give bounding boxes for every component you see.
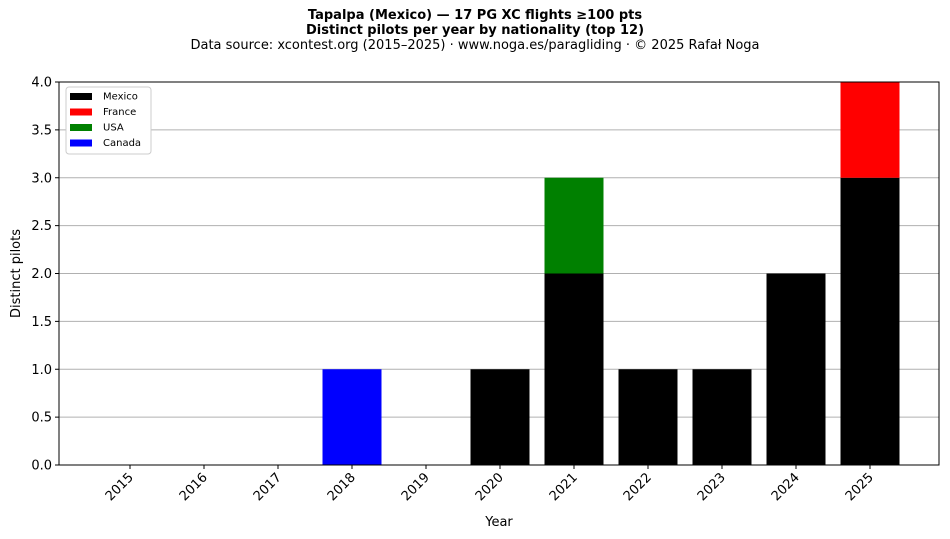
x-tick-label: 2017 <box>251 470 285 504</box>
y-tick-label: 0.0 <box>31 459 52 474</box>
y-tick-label: 3.0 <box>31 171 52 186</box>
legend: Mexico France USA Canada <box>65 86 152 155</box>
x-tick-label: 2020 <box>473 470 507 504</box>
bar-mexico-2022 <box>618 369 678 465</box>
legend-swatch-canada <box>70 139 92 147</box>
legend-label-usa: USA <box>103 123 124 134</box>
legend-label-france: France <box>103 107 136 118</box>
x-tick-label: 2025 <box>843 470 877 504</box>
bar-usa-2021 <box>544 177 604 274</box>
x-tick-label: 2016 <box>177 470 211 504</box>
chart-subtitle: Distinct pilots per year by nationality … <box>305 23 645 38</box>
x-tick-label: 2015 <box>103 470 137 504</box>
x-axis: 2015 2016 2017 2018 2019 2020 2021 2022 2023 2024… <box>103 465 877 504</box>
legend-swatch-mexico <box>70 93 92 100</box>
y-tick-label: 2.0 <box>31 267 52 282</box>
legend-swatch-usa <box>70 124 92 131</box>
bars <box>322 82 900 465</box>
y-tick-label: 0.5 <box>31 411 52 426</box>
y-axis-label: Distinct pilots <box>9 229 24 318</box>
y-tick-label: 4.0 <box>31 76 52 91</box>
x-tick-label: 2023 <box>695 470 729 504</box>
x-tick-label: 2018 <box>325 470 359 504</box>
bar-mexico-2023 <box>692 369 752 465</box>
y-axis: 0.0 0.5 1.0 1.5 2.0 2.5 3.0 3.5 4.0 <box>31 76 59 474</box>
chart-source: Data source: xcontest.org (2015–2025) · … <box>190 38 760 53</box>
x-axis-label: Year <box>484 515 513 530</box>
x-tick-label: 2022 <box>621 470 655 504</box>
x-tick-label: 2019 <box>399 470 433 504</box>
bar-mexico-2021 <box>544 273 604 465</box>
bar-canada-2018 <box>322 369 382 465</box>
bar-mexico-2024 <box>766 273 826 465</box>
legend-label-canada: Canada <box>103 138 141 149</box>
x-tick-label: 2021 <box>547 470 581 504</box>
legend-label-mexico: Mexico <box>103 92 138 103</box>
x-tick-label: 2024 <box>769 470 803 504</box>
chart-title: Tapalpa (Mexico) — 17 PG XC flights ≥100… <box>307 8 643 23</box>
legend-swatch-france <box>70 108 92 116</box>
chart-titles: Tapalpa (Mexico) — 17 PG XC flights ≥100… <box>0 8 950 54</box>
y-tick-label: 2.5 <box>31 219 52 234</box>
bar-mexico-2025 <box>840 177 900 465</box>
bar-france-2025 <box>840 82 900 178</box>
y-tick-label: 1.0 <box>31 363 52 378</box>
y-tick-label: 1.5 <box>31 315 52 330</box>
bar-mexico-2020 <box>470 369 530 465</box>
y-tick-label: 3.5 <box>31 123 52 138</box>
legend-box <box>65 86 152 155</box>
